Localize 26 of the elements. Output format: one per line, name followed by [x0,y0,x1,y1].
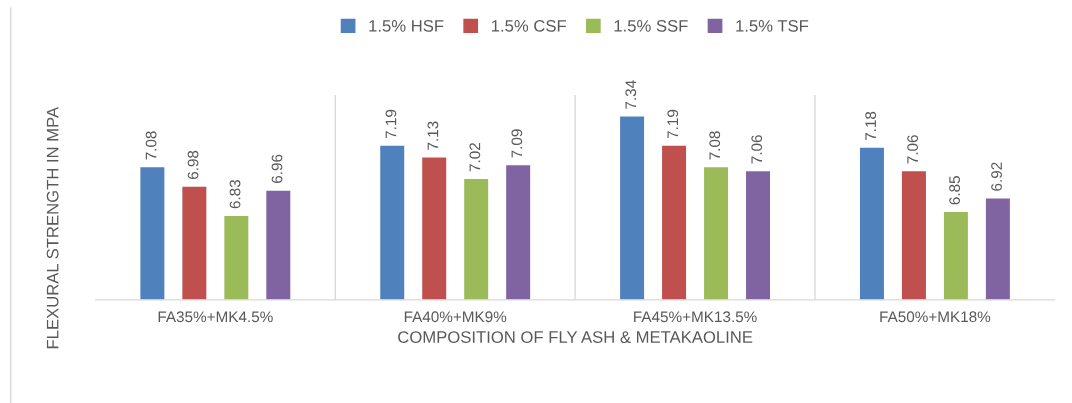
data-label: 7.18 [865,111,877,141]
legend-label: 1.5% CSF [491,19,566,32]
data-label: 6.83 [229,179,241,209]
x-axis-title: COMPOSITION OF FLY ASH & METAKAOLINE [398,331,753,343]
data-label: 6.92 [991,162,1002,191]
legend-label: 1.5% TSF [736,19,809,32]
data-label: 7.08 [145,131,157,160]
data-label: 7.06 [751,135,763,164]
data-label: 7.09 [511,129,523,158]
data-label: 6.98 [187,150,199,180]
data-label: 6.96 [271,154,283,183]
legend-label: 1.5% HSF [369,19,444,32]
data-label: 7.06 [907,135,919,164]
data-label: 7.19 [667,109,679,139]
data-label: 7.02 [469,143,481,172]
data-label: 7.08 [709,131,721,160]
legend-label: 1.5% SSF [614,19,688,32]
data-label: 7.19 [385,109,397,139]
data-label: 7.13 [427,121,439,150]
x-tick-label: FA45%+MK13.5% [634,311,757,323]
data-label: 6.85 [949,176,961,205]
x-tick-label: FA40%+MK9% [404,311,507,323]
data-label: 7.34 [625,80,637,109]
y-axis-title: FLEXURAL STRENGTH IN MPA [46,106,59,349]
x-tick-label: FA35%+MK4.5% [158,311,273,323]
x-tick-label: FA50%+MK18% [880,311,991,323]
